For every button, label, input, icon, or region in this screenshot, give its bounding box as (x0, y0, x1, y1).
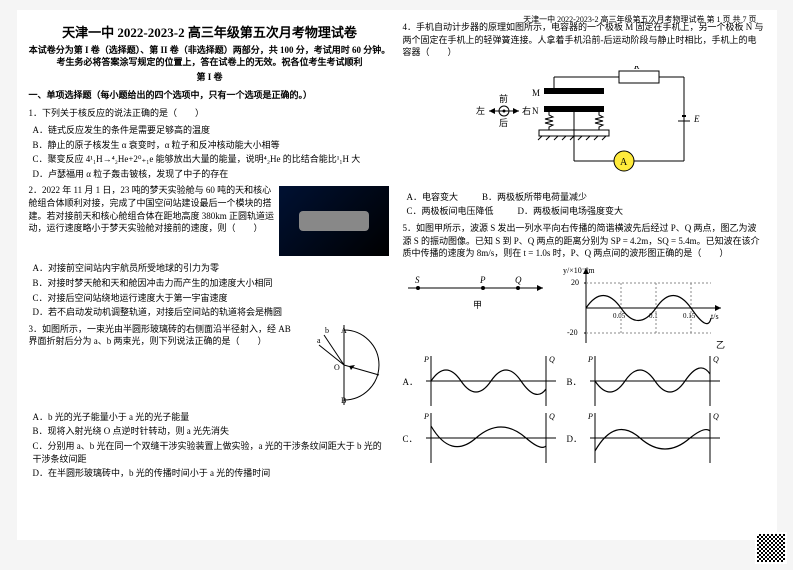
svg-text:A: A (341, 326, 347, 335)
juan-label: 第 I 卷 (29, 70, 391, 83)
q2-opt-b: B．对接时梦天舱和天和舱因冲击力而产生的加速度大小相同 (33, 277, 391, 290)
q5-graph-yi: y/×10⁻²m t/s 20 -20 0.05 0.1 0.15 乙 (561, 263, 731, 353)
svg-text:S: S (415, 275, 420, 285)
q5-diagram-jia: S P Q 甲 (403, 263, 553, 313)
qr-code (755, 532, 787, 564)
svg-text:-20: -20 (567, 328, 578, 337)
svg-text:右: 右 (522, 105, 531, 116)
q5-opt-d-label: D． (567, 432, 581, 445)
svg-text:y/×10⁻²m: y/×10⁻²m (563, 266, 595, 275)
svg-text:0.15: 0.15 (683, 312, 696, 320)
svg-text:甲: 甲 (473, 300, 482, 310)
q1-stem: 1．下列关于核反应的说法正确的是（ ） (29, 107, 391, 120)
circuit-diagram: R E M N (454, 66, 714, 186)
q5-opt-a-label: A． (403, 375, 417, 388)
page-header: 天津一中 2022-2023-2 高三年级第五次月考物理试卷 第 1 页 共 7… (523, 14, 756, 25)
q5-opt-b-label: B． (567, 375, 581, 388)
q4-opt-b: B．两极板所带电荷量减少 (482, 191, 587, 204)
q2-opt-d: D．若不启动发动机调整轨道，对接后空间站的轨道将会是椭圆 (33, 306, 391, 319)
q5-stem: 5．如图甲所示，波源 S 发出一列水平向右传播的简谐横波先后经过 P、Q 两点，… (403, 222, 765, 260)
svg-text:Q: Q (713, 355, 719, 364)
svg-text:0.1: 0.1 (649, 312, 658, 320)
q1-opt-b: B．静止的原子核发生 α 衰变时，α 粒子和反冲核动能大小相等 (33, 139, 391, 152)
svg-text:t/s: t/s (711, 312, 719, 321)
svg-text:Q: Q (515, 275, 522, 285)
svg-text:B: B (341, 396, 346, 405)
left-column: 天津一中 2022-2023-2 高三年级第五次月考物理试卷 本试卷分为第 I … (29, 18, 391, 532)
section-1-title: 一、单项选择题（每小题给出的四个选项中，只有一个选项是正确的。） (29, 88, 391, 101)
svg-text:乙: 乙 (716, 340, 725, 350)
svg-text:Q: Q (549, 355, 555, 364)
q2-stem: 2．2022 年 11 月 1 日，23 吨的梦天实验舱与 60 吨的天和核心舱… (29, 184, 391, 258)
svg-text:Q: Q (549, 412, 555, 421)
q5-opt-a-wave: P Q (421, 354, 561, 409)
exam-subtitle-2: 考生务必将答案涂写规定的位置上，答在试卷上的无效。祝各位考生考试顺利 (29, 57, 391, 69)
svg-text:A: A (620, 157, 628, 168)
svg-text:M: M (532, 88, 540, 98)
right-column: 4．手机自动计步器的原理如图所示，电容器的一个极板 M 固定在手机上，另一个极板… (403, 18, 765, 532)
svg-text:R: R (633, 66, 640, 71)
q3-stem-text: 3．如图所示，一束光由半圆形玻璃砖的右侧面沿半径射入，经 AB 界面折射后分为 … (29, 324, 291, 347)
svg-text:P: P (423, 412, 429, 421)
q5-opt-b-wave: P Q (585, 354, 725, 409)
svg-text:P: P (423, 355, 429, 364)
svg-text:前: 前 (499, 93, 508, 104)
lens-diagram: A B O a b (299, 325, 389, 405)
q1-opt-c: C．聚变反应 4¹₁H→⁴₂He+2⁰₊₁e 能够放出大量的能量，说明⁴₂He … (33, 153, 391, 166)
svg-text:0.05: 0.05 (613, 312, 626, 320)
q3-opt-a: A．b 光的光子能量小于 a 光的光子能量 (33, 411, 391, 424)
svg-text:a: a (317, 336, 321, 345)
q2-stem-text: 2．2022 年 11 月 1 日，23 吨的梦天实验舱与 60 吨的天和核心舱… (29, 185, 275, 233)
exam-title: 天津一中 2022-2023-2 高三年级第五次月考物理试卷 (29, 22, 391, 41)
svg-text:E: E (693, 114, 700, 124)
q2-opt-c: C．对接后空间站绕地运行速度大于第一宇宙速度 (33, 292, 391, 305)
svg-text:P: P (587, 355, 593, 364)
svg-text:20: 20 (571, 278, 579, 287)
svg-text:Q: Q (713, 412, 719, 421)
q4-stem: 4．手机自动计步器的原理如图所示，电容器的一个极板 M 固定在手机上，另一个极板… (403, 21, 765, 59)
exam-subtitle-1: 本试卷分为第 I 卷（选择题）、第 II 卷（非选择题）两部分，共 100 分，… (29, 45, 391, 57)
q3-opt-c: C．分别用 a、b 光在同一个双缝干涉实验装置上做实验，a 光的干涉条纹间距大于… (33, 440, 391, 465)
q2-opt-a: A．对接前空间站内宇航员所受地球的引力为零 (33, 262, 391, 275)
q3-opt-b: B．现将入射光绕 O 点逆时针转动，则 a 光先消失 (33, 425, 391, 438)
q4-opt-c: C．两极板间电压降低 (407, 205, 494, 218)
svg-text:P: P (587, 412, 593, 421)
q5-opt-c-wave: P Q (421, 411, 561, 466)
q1-opt-a: A．链式反应发生的条件是需要足够高的温度 (33, 124, 391, 137)
svg-text:后: 后 (499, 118, 508, 128)
svg-text:O: O (334, 363, 340, 372)
q3-stem: A B O a b 3．如图所示，一束光由半圆形玻璃砖的右侧面沿半径射入，经 A… (29, 323, 391, 407)
q5-opt-c-label: C． (403, 432, 417, 445)
q3-opt-d: D．在半圆形玻璃砖中，b 光的传播时间小于 a 光的传播时间 (33, 467, 391, 480)
space-station-image (279, 186, 389, 256)
q4-opt-d: D．两极板间电场强度变大 (518, 205, 624, 218)
svg-text:P: P (479, 275, 486, 285)
svg-text:左: 左 (476, 105, 485, 116)
q4-opt-a: A．电容变大 (407, 191, 459, 204)
svg-text:b: b (325, 326, 329, 335)
svg-text:N: N (532, 106, 539, 116)
q5-opt-d-wave: P Q (585, 411, 725, 466)
q1-opt-d: D．卢瑟福用 α 粒子轰击铍核，发现了中子的存在 (33, 168, 391, 181)
